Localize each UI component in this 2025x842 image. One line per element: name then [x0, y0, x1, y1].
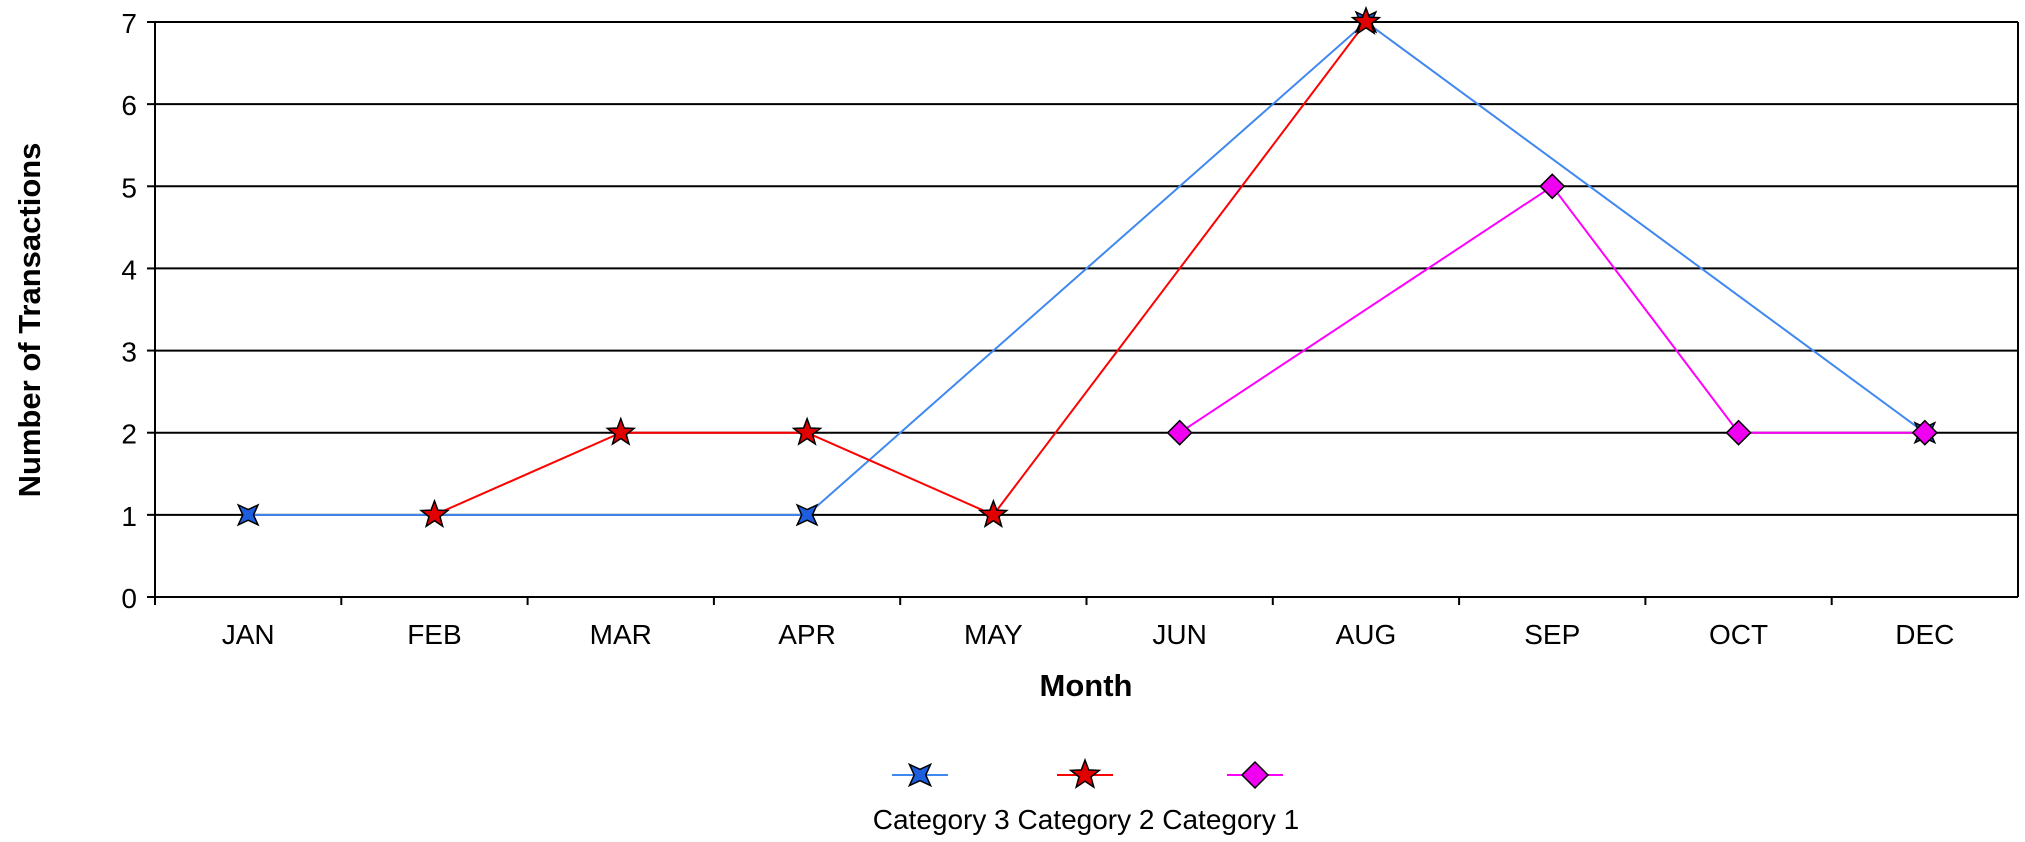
x-tick-label: SEP [1524, 619, 1580, 650]
y-tick-label: 5 [121, 172, 137, 203]
y-tick-label: 2 [121, 419, 137, 450]
y-tick-label: 3 [121, 337, 137, 368]
x-tick-label: OCT [1709, 619, 1768, 650]
data-point-category-1 [1725, 419, 1752, 446]
y-tick-label: 6 [121, 90, 137, 121]
y-tick-label: 4 [121, 254, 137, 285]
data-point-category-2 [605, 416, 637, 446]
y-tick-label: 0 [121, 583, 137, 614]
grid-lines [155, 21, 2018, 516]
x-tick-labels: JAN FEB MAR APR MAY JUN AUG SEP OCT DEC [222, 619, 1955, 650]
y-tick-label: 7 [121, 8, 137, 39]
y-tick-label: 1 [121, 501, 137, 532]
x-tick-label: AUG [1336, 619, 1397, 650]
data-point-category-2 [419, 498, 450, 528]
legend-labels: Category 3 Category 2 Category 1 [873, 804, 1299, 835]
data-point-category-1 [1539, 173, 1566, 200]
x-tick-label: MAR [590, 619, 652, 650]
y-tick-labels: 0 1 2 3 4 5 6 7 [121, 8, 137, 614]
legend-label: Category 3 [873, 804, 1018, 835]
data-point-category-3 [795, 503, 819, 527]
legend-marker-category-1 [1240, 760, 1270, 790]
x-tick-label: DEC [1895, 619, 1954, 650]
data-point-category-3 [236, 503, 260, 527]
legend: Category 3 Category 2 Category 1 [873, 757, 1299, 835]
x-tick-label: JAN [222, 619, 275, 650]
data-point-category-2 [977, 498, 1009, 528]
x-tick-label: APR [778, 619, 836, 650]
data-point-category-1 [1166, 419, 1193, 446]
legend-label: Category 2 [1018, 804, 1163, 835]
x-tick-label: MAY [964, 619, 1023, 650]
x-axis-title: Month [1040, 668, 1133, 703]
x-tick-label: JUN [1152, 619, 1206, 650]
series-markers [236, 5, 1938, 528]
legend-marker-category-3 [907, 762, 933, 788]
y-axis-title: Number of Transactions [12, 143, 47, 498]
data-point-category-2 [791, 416, 823, 446]
legend-label: Category 1 [1162, 804, 1299, 835]
series-line-category-3 [248, 20, 1926, 516]
x-tick-label: FEB [407, 619, 461, 650]
legend-marker-category-2 [1068, 757, 1102, 789]
data-point-category-1 [1911, 419, 1938, 446]
data-point-category-2 [1350, 5, 1382, 36]
axes [147, 21, 2019, 605]
series-line-category-1 [1179, 184, 1925, 434]
